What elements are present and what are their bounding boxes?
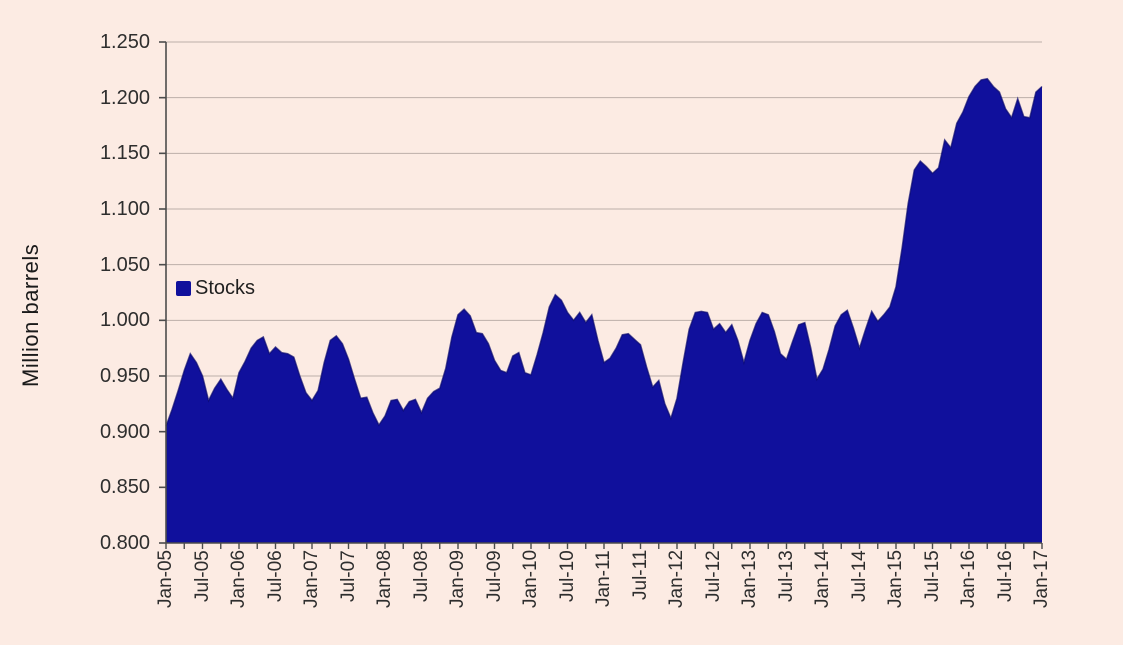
x-tick-label: Jul-07: [337, 550, 359, 602]
x-tick-label: Jul-05: [191, 550, 213, 602]
x-tick-label: Jan-12: [666, 550, 687, 609]
x-tick-label: Jul-10: [556, 550, 578, 602]
x-tick-label: Jan-17: [1031, 550, 1052, 609]
x-tick-label: Jul-11: [629, 550, 651, 601]
x-tick-label: Jul-16: [994, 550, 1016, 602]
legend-label-stocks: Stocks: [195, 277, 256, 299]
x-tick-label: Jul-08: [410, 550, 432, 602]
y-tick-label: 1.150: [99, 142, 150, 165]
x-tick-label: Jan-10: [520, 550, 541, 609]
y-tick-label: 0.900: [99, 420, 150, 443]
x-tick-label: Jan-11: [593, 550, 614, 607]
x-tick-label: Jul-15: [921, 550, 943, 602]
y-tick-label: 1.050: [99, 253, 150, 276]
y-tick-label: 1.250: [99, 31, 150, 53]
y-tick-label: 0.850: [99, 476, 150, 499]
x-tick-label: Jan-16: [958, 550, 979, 609]
y-tick-label: 1.100: [99, 198, 150, 220]
y-tick-label: 1.200: [99, 86, 150, 109]
x-tick-label: Jan-14: [812, 550, 833, 609]
x-tick-label: Jul-09: [483, 550, 505, 602]
x-tick-label: Jan-13: [739, 550, 760, 609]
legend-swatch-stocks: [176, 280, 191, 296]
x-tick-label: Jul-13: [775, 550, 797, 602]
x-tick-label: Jul-06: [264, 550, 286, 602]
legend: Stocks: [176, 278, 255, 298]
x-tick-label: Jul-14: [848, 550, 870, 602]
x-tick-label: Jul-12: [702, 550, 724, 602]
x-tick-label: Jan-05: [155, 550, 176, 609]
x-tick-label: Jan-07: [301, 550, 322, 609]
x-tick-label: Jan-06: [228, 550, 249, 609]
y-tick-label: 1.000: [99, 309, 150, 332]
y-tick-label: 0.800: [99, 532, 150, 554]
y-tick-label: 0.950: [99, 365, 150, 387]
x-tick-label: Jan-15: [885, 550, 906, 609]
x-tick-label: Jan-09: [447, 550, 468, 609]
x-tick-label: Jan-08: [374, 550, 395, 609]
